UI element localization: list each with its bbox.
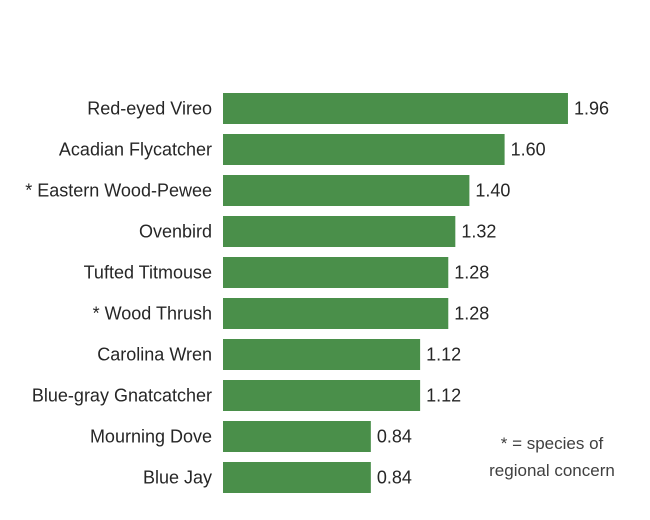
bar <box>223 257 449 288</box>
bar <box>223 134 505 165</box>
value-label: 1.32 <box>461 222 496 242</box>
value-label: 1.28 <box>454 263 489 283</box>
bar <box>223 175 470 206</box>
category-label: * Eastern Wood-Pewee <box>25 181 212 201</box>
value-label: 1.28 <box>454 304 489 324</box>
value-label: 1.12 <box>426 345 461 365</box>
value-label: 0.84 <box>377 427 412 447</box>
value-labels: 1.96 1.60 1.40 1.32 1.28 1.28 1.12 1.12 0.84 0.84 <box>377 99 609 488</box>
category-label: Carolina Wren <box>97 345 212 365</box>
bar <box>223 462 371 493</box>
annotation-line-1: * = species of <box>501 434 604 453</box>
category-label: Acadian Flycatcher <box>59 140 212 160</box>
category-label: Ovenbird <box>139 222 212 242</box>
category-label: * Wood Thrush <box>93 304 212 324</box>
category-label: Blue Jay <box>143 468 212 488</box>
category-label: Red-eyed Vireo <box>87 99 212 119</box>
bar <box>223 421 371 452</box>
value-label: 1.12 <box>426 386 461 406</box>
bars-group <box>223 93 568 493</box>
bar <box>223 93 568 124</box>
value-label: 0.84 <box>377 468 412 488</box>
category-labels: Red-eyed Vireo Acadian Flycatcher * Easter… <box>25 99 212 488</box>
category-label: Tufted Titmouse <box>84 263 212 283</box>
value-label: 1.40 <box>475 181 510 201</box>
category-label: Blue-gray Gnatcatcher <box>32 386 212 406</box>
bar <box>223 216 456 247</box>
bar <box>223 339 421 370</box>
value-label: 1.60 <box>511 140 546 160</box>
category-label: Mourning Dove <box>90 427 212 447</box>
bar <box>223 298 449 329</box>
bar <box>223 380 421 411</box>
annotation-line-2: regional concern <box>489 461 615 480</box>
value-label: 1.96 <box>574 99 609 119</box>
